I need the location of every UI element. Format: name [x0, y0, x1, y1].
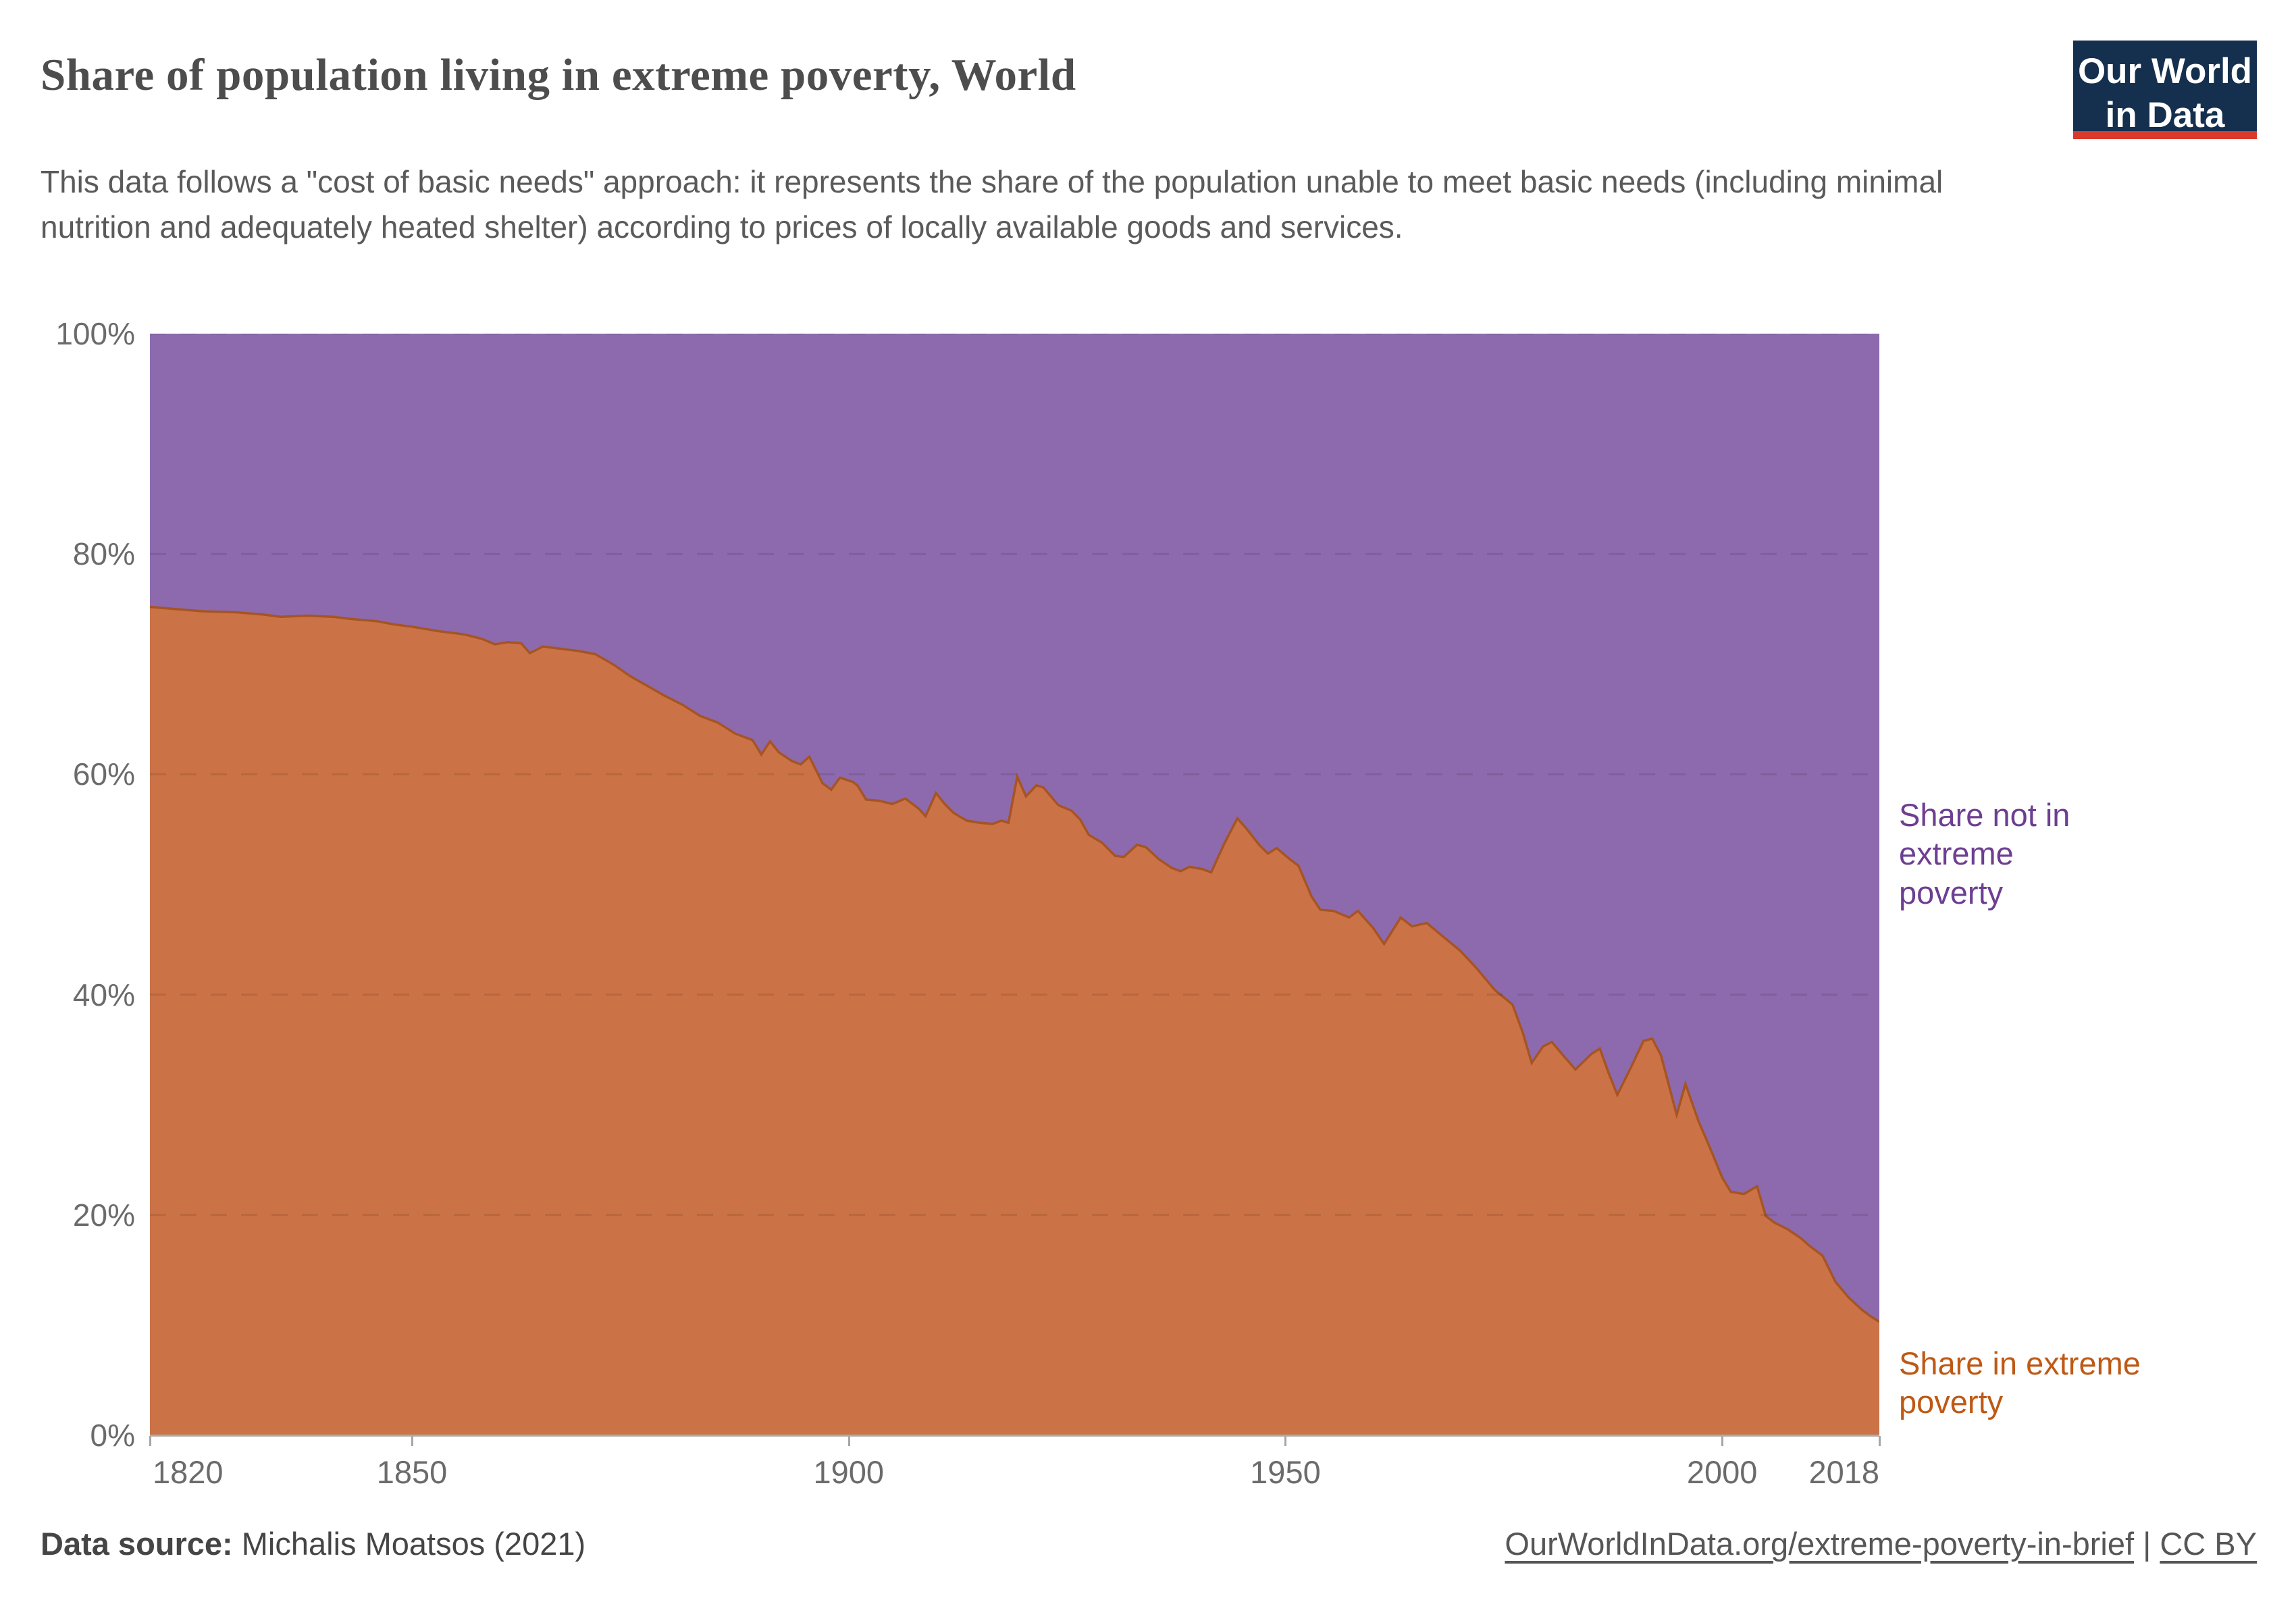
data-source-value: Michalis Moatsos (2021): [232, 1526, 586, 1562]
owid-logo-line2: in Data: [2105, 95, 2225, 135]
x-axis-tick-1900: [847, 1436, 850, 1446]
x-axis-label-1850: 1850: [376, 1454, 448, 1490]
x-axis-label-1950: 1950: [1250, 1454, 1321, 1490]
x-axis-label-2000: 2000: [1686, 1454, 1758, 1490]
x-axis-label-1820: 1820: [153, 1454, 224, 1490]
y-axis-label-0: 0%: [90, 1418, 135, 1453]
data-source: Data source: Michalis Moatsos (2021): [41, 1525, 585, 1562]
x-axis-tick-2000: [1721, 1436, 1724, 1446]
cc-by-link[interactable]: CC BY: [2160, 1526, 2257, 1562]
x-axis-tick-1950: [1284, 1436, 1287, 1446]
x-axis-label-2018: 2018: [1808, 1454, 1879, 1490]
owid-logo: Our World in Data: [2073, 41, 2257, 139]
y-axis-label-100: 100%: [55, 316, 135, 351]
chart-subtitle: This data follows a "cost of basic needs…: [41, 164, 1943, 245]
x-axis-tick-1850: [411, 1436, 414, 1446]
y-axis-label-20: 20%: [72, 1197, 135, 1233]
data-source-label: Data source:: [41, 1526, 233, 1562]
poverty-boundary-line: [150, 605, 1879, 1323]
y-axis-label-80: 80%: [72, 536, 135, 572]
series-label-in-extreme-poverty: Share in extreme poverty: [1899, 1345, 2141, 1420]
footer-separator: |: [2134, 1526, 2160, 1562]
area-share-not-in-extreme-poverty: [150, 334, 1879, 1322]
y-axis-label-40: 40%: [72, 977, 135, 1012]
x-axis-label-1900: 1900: [813, 1454, 885, 1490]
owid-logo-line1: Our World: [2077, 51, 2253, 91]
x-axis-tick-2018: [1879, 1436, 1881, 1446]
x-axis-line: [150, 1435, 1879, 1437]
page-title: Share of population living in extreme po…: [41, 49, 1076, 100]
stacked-area-chart: [150, 334, 1879, 1435]
x-axis-tick-1820: [149, 1436, 151, 1446]
footer-links: OurWorldInData.org/extreme-poverty-in-br…: [1505, 1525, 2257, 1562]
owid-url-link[interactable]: OurWorldInData.org/extreme-poverty-in-br…: [1505, 1526, 2135, 1562]
y-axis-label-60: 60%: [72, 756, 135, 792]
area-share-in-extreme-poverty: [150, 607, 1879, 1435]
series-label-not-in-extreme-poverty: Share not in extreme poverty: [1899, 797, 2070, 910]
